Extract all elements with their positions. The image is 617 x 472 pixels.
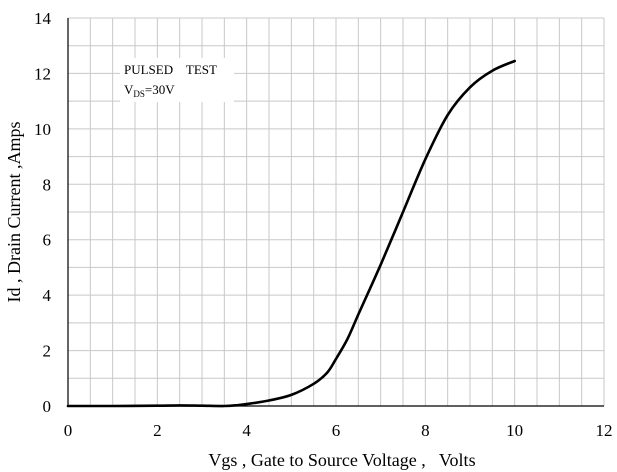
annotation-line-2-prefix: V — [124, 82, 134, 97]
y-axis-title: Id , Drain Current ,Amps — [4, 122, 24, 303]
annotation-line-2-subscript: DS — [133, 89, 145, 99]
y-tick-label: 10 — [34, 120, 51, 139]
annotation-line-2: VDS=30V — [124, 82, 175, 99]
x-tick-label: 2 — [153, 421, 162, 440]
y-tick-label: 0 — [43, 397, 52, 416]
y-tick-label: 4 — [43, 286, 52, 305]
x-tick-labels: 0 2 4 6 8 10 12 — [64, 421, 613, 440]
annotation-line-2-rest: =30V — [145, 82, 175, 97]
x-axis-title: Vgs , Gate to Source Voltage , Volts — [208, 450, 475, 470]
y-tick-label: 8 — [43, 175, 52, 194]
y-tick-label: 12 — [34, 64, 51, 83]
x-tick-label: 0 — [64, 421, 73, 440]
annotation-line-1: PULSED TEST — [124, 62, 217, 77]
x-tick-label: 10 — [506, 421, 523, 440]
annotation-background — [120, 58, 234, 102]
x-tick-label: 12 — [596, 421, 613, 440]
series-line — [66, 59, 516, 408]
series-group — [66, 59, 516, 408]
y-tick-label: 14 — [34, 9, 52, 28]
x-tick-label: 4 — [242, 421, 251, 440]
y-tick-labels: 0 2 4 6 8 10 12 14 — [34, 9, 52, 416]
x-tick-label: 8 — [421, 421, 430, 440]
y-tick-label: 2 — [43, 342, 52, 361]
x-tick-label: 6 — [332, 421, 341, 440]
annotation-box: PULSED TEST VDS=30V — [120, 58, 234, 102]
y-tick-label: 6 — [43, 231, 52, 250]
